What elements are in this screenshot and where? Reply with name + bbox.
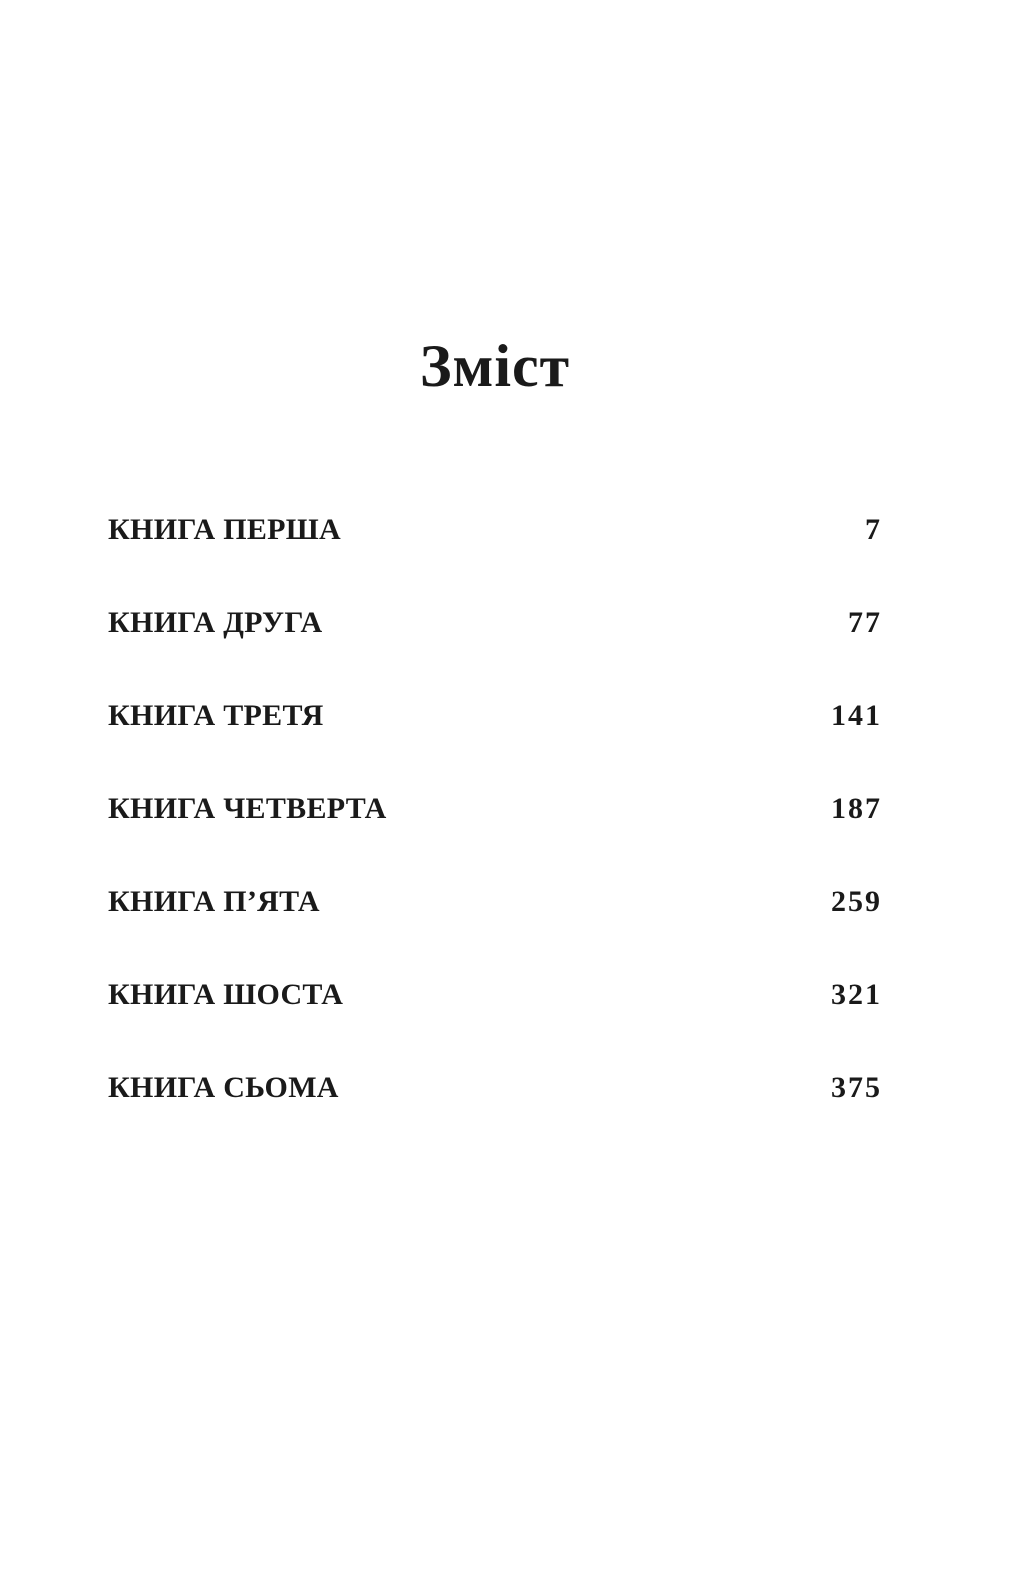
toc-entry-label: КНИГА ШОСТА <box>108 977 344 1011</box>
toc-entry: КНИГА СЬОМА 375 <box>108 1066 882 1159</box>
toc-entry: КНИГА ЧЕТВЕРТА 187 <box>108 787 882 880</box>
toc-entry: КНИГА ТРЕТЯ 141 <box>108 694 882 787</box>
toc-entry-label: КНИГА ЧЕТВЕРТА <box>108 791 387 825</box>
toc-entry-label: КНИГА П’ЯТА <box>108 884 320 918</box>
page-title: Зміст <box>419 333 571 399</box>
toc-entry: КНИГА ПЕРША 7 <box>108 508 882 601</box>
toc-entry-page: 259 <box>831 884 882 918</box>
table-of-contents: КНИГА ПЕРША 7 КНИГА ДРУГА 77 КНИГА ТРЕТЯ 14… <box>108 508 882 1159</box>
toc-entry-page: 77 <box>848 605 882 639</box>
toc-entry-page: 141 <box>831 698 882 732</box>
toc-entry: КНИГА ДРУГА 77 <box>108 601 882 694</box>
toc-entry-label: КНИГА ПЕРША <box>108 512 341 546</box>
toc-entry-label: КНИГА СЬОМА <box>108 1070 339 1104</box>
toc-entry-label: КНИГА ДРУГА <box>108 605 323 639</box>
toc-entry-page: 7 <box>865 512 882 546</box>
toc-entry: КНИГА ШОСТА 321 <box>108 973 882 1066</box>
toc-entry-page: 321 <box>831 977 882 1011</box>
toc-entry-label: КНИГА ТРЕТЯ <box>108 698 324 732</box>
toc-entry: КНИГА П’ЯТА 259 <box>108 880 882 973</box>
toc-entry-page: 187 <box>831 791 882 825</box>
toc-entry-page: 375 <box>831 1070 882 1104</box>
